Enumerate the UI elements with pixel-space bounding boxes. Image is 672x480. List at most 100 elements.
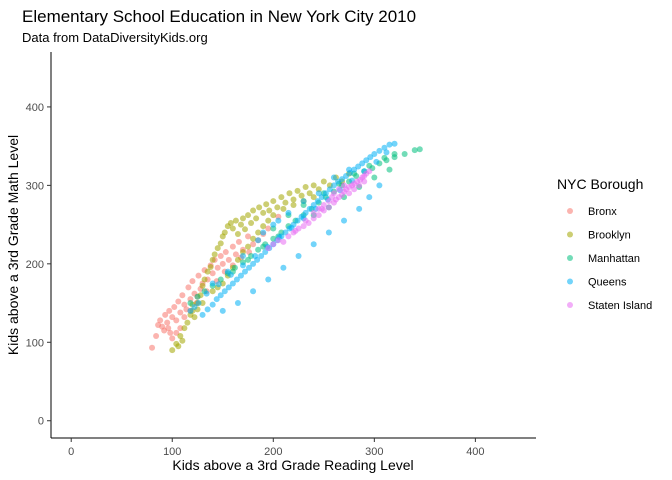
data-point <box>346 166 353 173</box>
data-point <box>209 288 216 295</box>
data-point <box>260 223 267 230</box>
data-point <box>169 335 176 342</box>
series-queens <box>187 140 398 318</box>
data-point <box>310 182 317 189</box>
data-point <box>366 168 373 175</box>
data-point <box>239 215 246 222</box>
data-point <box>165 325 172 332</box>
data-point <box>366 194 373 201</box>
data-point <box>294 217 301 224</box>
data-point <box>173 329 180 336</box>
data-point <box>181 314 188 321</box>
data-point <box>245 243 252 250</box>
data-point <box>330 174 337 181</box>
data-point <box>253 215 260 222</box>
data-point <box>187 307 194 314</box>
data-point <box>351 186 358 193</box>
data-point <box>246 264 253 271</box>
data-point <box>239 252 246 259</box>
data-point <box>339 176 345 183</box>
data-point <box>177 309 184 316</box>
data-point <box>346 190 353 197</box>
legend-label: Staten Island <box>588 300 652 312</box>
data-point <box>209 270 216 277</box>
data-point <box>215 281 222 288</box>
legend-label: Bronx <box>588 206 617 218</box>
data-point <box>381 154 388 161</box>
data-point <box>278 194 285 201</box>
data-point <box>328 194 335 201</box>
data-point <box>255 246 262 253</box>
data-point <box>234 300 241 307</box>
data-point <box>256 204 263 211</box>
data-point <box>221 288 228 295</box>
data-point <box>386 166 393 173</box>
data-point <box>401 150 408 157</box>
data-point <box>204 268 211 275</box>
legend: NYC Borough Bronx Brooklyn Manhattan Queens… <box>557 176 652 312</box>
data-point <box>416 146 423 153</box>
legend-key <box>567 302 573 308</box>
data-point <box>258 252 265 259</box>
data-point <box>363 157 370 164</box>
data-point <box>209 256 216 263</box>
data-point <box>274 204 281 211</box>
data-point <box>232 217 239 224</box>
x-axis-title: Kids above a 3rd Grade Reading Level <box>172 457 413 473</box>
data-point <box>356 182 363 189</box>
data-point <box>315 190 322 197</box>
data-point <box>356 205 363 212</box>
data-point <box>191 303 198 310</box>
data-point <box>343 172 350 179</box>
data-point <box>306 190 313 197</box>
data-point <box>282 199 289 206</box>
data-point <box>250 207 257 214</box>
data-point <box>185 284 192 291</box>
data-point <box>169 314 176 321</box>
data-point <box>229 225 236 232</box>
data-point <box>315 212 322 219</box>
data-point <box>233 276 240 283</box>
data-point <box>252 252 259 259</box>
data-point <box>217 292 224 299</box>
data-point <box>250 288 257 295</box>
data-point <box>242 268 248 275</box>
data-point <box>320 178 327 185</box>
data-point <box>411 147 418 154</box>
data-point <box>187 300 194 307</box>
data-point <box>351 166 358 173</box>
data-point <box>149 344 156 351</box>
data-point <box>391 140 398 147</box>
data-point <box>290 196 297 203</box>
data-point <box>366 162 373 169</box>
data-point <box>371 150 378 157</box>
x-axis-ticks: 0 100 200 300 400 <box>68 438 485 458</box>
points-layer <box>149 140 423 354</box>
data-point <box>391 150 398 157</box>
data-point <box>203 290 210 297</box>
x-tick-label: 100 <box>163 446 181 458</box>
data-point <box>260 209 267 216</box>
data-point <box>171 303 178 310</box>
data-point <box>376 182 383 189</box>
data-point <box>195 300 202 307</box>
data-point <box>294 187 301 194</box>
data-point <box>265 276 272 283</box>
data-point <box>245 233 252 240</box>
chart-subtitle: Data from DataDiversityKids.org <box>22 30 208 45</box>
y-axis-title: Kids above a 3rd Grade Math Level <box>5 135 21 355</box>
data-point <box>204 306 211 313</box>
data-point <box>181 325 188 332</box>
data-point <box>270 221 277 228</box>
data-point <box>302 183 309 190</box>
data-point <box>179 292 186 299</box>
data-point <box>234 231 241 238</box>
data-point <box>250 260 257 267</box>
data-point <box>314 198 321 205</box>
data-point <box>222 249 229 256</box>
data-point <box>213 296 220 303</box>
data-point <box>248 220 255 227</box>
data-point <box>237 221 244 228</box>
data-point <box>383 149 390 156</box>
data-point <box>310 215 317 222</box>
